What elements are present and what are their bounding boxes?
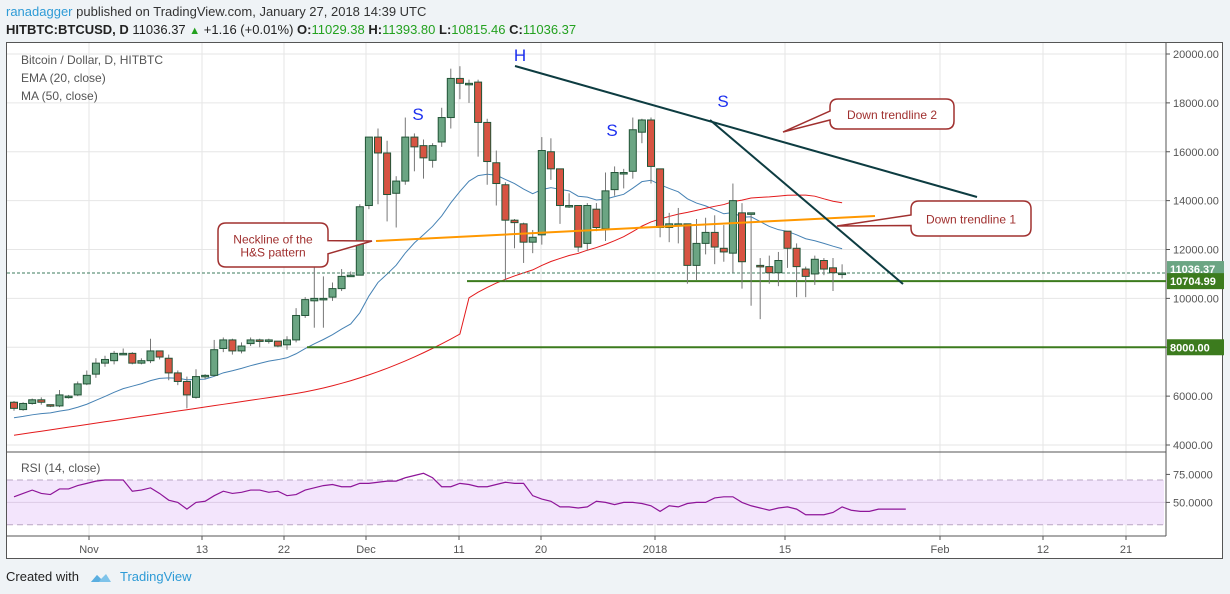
ohlc-header: HITBTC:BTCUSD, D 11036.37 ▲ +1.16 (+0.01… [6, 22, 576, 37]
price-change: +1.16 (+0.01%) [203, 22, 294, 37]
svg-text:Down trendline 1: Down trendline 1 [926, 213, 1016, 227]
chart-frame[interactable]: Nov 13 22 Dec 11 20 2018 15 Feb 12 21 20000.00 18000… [6, 42, 1224, 560]
high-value: 11393.80 [382, 22, 436, 37]
symbol: HITBTC:BTCUSD, D [6, 22, 129, 37]
svg-text:2018: 2018 [643, 544, 667, 556]
publish-info: ranadagger published on TradingView.com,… [6, 4, 426, 19]
publish-text: published on TradingView.com, January 27… [76, 4, 427, 19]
svg-text:6000.00: 6000.00 [1173, 391, 1213, 403]
svg-text:20000.00: 20000.00 [1173, 49, 1219, 61]
ema-legend[interactable]: EMA (20, close) [21, 71, 106, 85]
svg-text:12000.00: 12000.00 [1173, 245, 1219, 257]
tradingview-logo-icon [90, 573, 111, 582]
svg-text:11: 11 [453, 544, 464, 556]
price-chart[interactable]: Nov 13 22 Dec 11 20 2018 15 Feb 12 21 20000.00 18000… [7, 43, 1224, 560]
ma-legend[interactable]: MA (50, close) [21, 89, 98, 103]
svg-text:75.0000: 75.0000 [1173, 469, 1213, 481]
created-with: Created with [6, 569, 79, 584]
chart-title: Bitcoin / Dollar, D, HITBTC [21, 53, 164, 67]
open-value: 11029.38 [311, 22, 365, 37]
svg-text:S: S [717, 92, 728, 111]
last-price: 11036.37 [132, 22, 186, 37]
svg-text:14000.00: 14000.00 [1173, 196, 1219, 208]
up-arrow-icon: ▲ [189, 25, 201, 37]
svg-text:S: S [412, 105, 423, 124]
svg-text:Down trendline 2: Down trendline 2 [847, 108, 937, 122]
svg-text:10704.99: 10704.99 [1170, 276, 1216, 288]
svg-text:Feb: Feb [931, 544, 950, 556]
svg-text:Nov: Nov [79, 544, 99, 556]
svg-text:21: 21 [1120, 544, 1132, 556]
svg-text:22: 22 [278, 544, 290, 556]
high-label: H: [368, 22, 383, 37]
svg-text:S: S [606, 121, 617, 140]
svg-text:H&S pattern: H&S pattern [240, 246, 305, 260]
author-link[interactable]: ranadagger [6, 4, 73, 19]
svg-text:4000.00: 4000.00 [1173, 440, 1213, 452]
svg-text:50.0000: 50.0000 [1173, 497, 1213, 509]
svg-text:13: 13 [196, 544, 208, 556]
close-value: 11036.37 [522, 22, 577, 37]
svg-text:12: 12 [1037, 544, 1049, 556]
open-label: O: [297, 22, 312, 37]
rsi-legend[interactable]: RSI (14, close) [21, 461, 101, 475]
svg-text:16000.00: 16000.00 [1173, 147, 1219, 159]
footer: Created with TradingView [6, 569, 192, 585]
close-label: C: [509, 22, 523, 37]
svg-text:11036.37: 11036.37 [1170, 264, 1215, 276]
svg-text:Dec: Dec [356, 544, 376, 556]
svg-text:Neckline of the: Neckline of the [233, 233, 313, 247]
low-value: 10815.46 [451, 22, 506, 37]
svg-text:18000.00: 18000.00 [1173, 98, 1219, 110]
tradingview-link[interactable]: TradingView [120, 569, 192, 584]
low-label: L: [439, 22, 452, 37]
svg-text:20: 20 [535, 544, 547, 556]
svg-text:H: H [514, 46, 526, 65]
svg-text:8000.00: 8000.00 [1170, 342, 1210, 354]
svg-text:10000.00: 10000.00 [1173, 293, 1219, 305]
svg-text:15: 15 [779, 544, 791, 556]
